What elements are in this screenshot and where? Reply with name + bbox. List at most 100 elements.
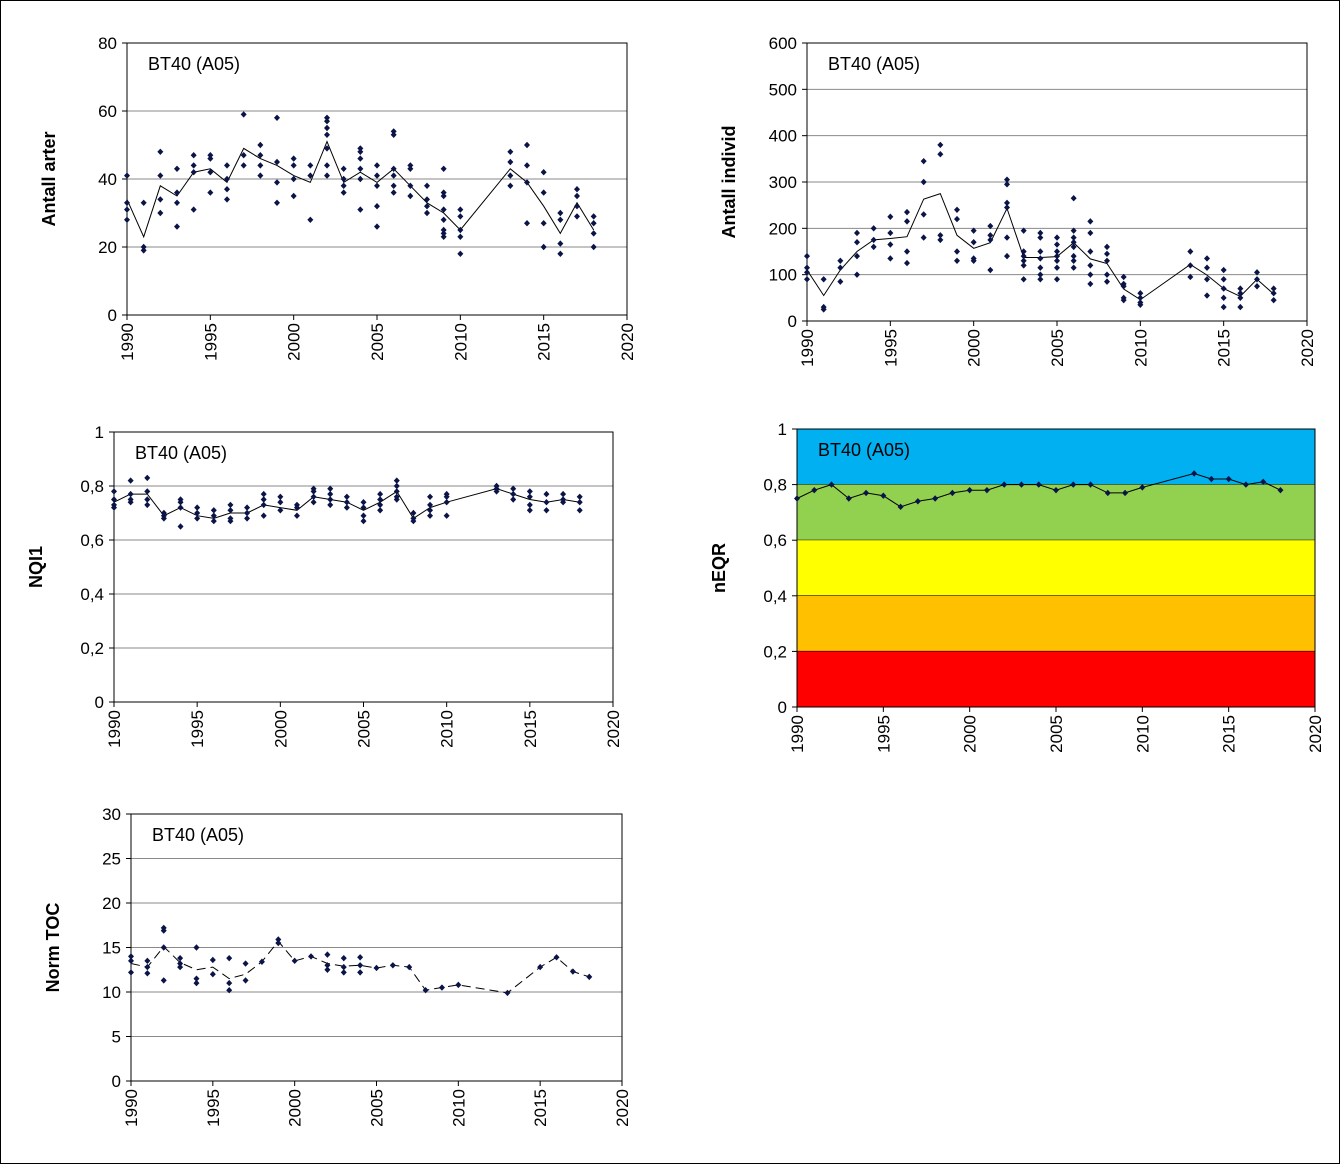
data-point <box>1054 241 1060 248</box>
data-point <box>1104 250 1110 258</box>
data-point <box>290 162 297 169</box>
data-point <box>811 486 818 494</box>
data-point <box>887 213 894 220</box>
data-point <box>440 192 447 200</box>
data-point <box>277 499 284 506</box>
data-point <box>820 306 827 313</box>
y-tick-label: 5 <box>112 1028 121 1047</box>
data-point <box>140 199 147 206</box>
data-point <box>190 162 197 169</box>
data-point <box>920 234 927 241</box>
data-point <box>1037 264 1044 271</box>
data-point <box>1137 290 1144 297</box>
data-point <box>194 515 201 522</box>
data-point <box>576 499 583 506</box>
data-point <box>242 960 249 967</box>
data-point <box>837 278 844 285</box>
data-point <box>1070 195 1077 202</box>
data-point <box>111 496 117 503</box>
station-label: BT40 (A05) <box>828 54 920 74</box>
data-point <box>537 963 544 971</box>
data-point <box>226 954 233 962</box>
x-tick-label: 2005 <box>368 323 387 361</box>
data-point <box>1004 234 1010 241</box>
data-point <box>340 165 347 172</box>
y-axis-title: NQI1 <box>26 546 46 588</box>
data-point <box>560 499 567 506</box>
x-tick-label: 1990 <box>788 715 807 753</box>
data-point <box>124 216 130 223</box>
data-point <box>557 216 564 223</box>
data-point <box>854 239 860 246</box>
data-point <box>144 488 151 495</box>
data-point <box>543 499 550 506</box>
y-tick-label: 0,4 <box>80 585 104 604</box>
data-point <box>128 957 134 965</box>
data-point <box>357 962 364 969</box>
data-point <box>124 172 130 179</box>
data-point <box>1001 481 1008 488</box>
data-point <box>1270 290 1277 297</box>
chart-1: 0 20 40 60 80 1990 1995 2000 2005 2010 2015 2020 Ant… <box>39 34 637 361</box>
data-point <box>510 496 517 503</box>
x-tick-label: 1990 <box>122 1089 141 1127</box>
data-point <box>920 157 927 165</box>
data-point <box>244 504 251 511</box>
data-point <box>260 496 267 503</box>
data-point <box>804 276 810 283</box>
data-point <box>1087 262 1094 269</box>
data-point <box>1070 227 1077 234</box>
data-point <box>1037 248 1044 255</box>
data-point <box>1208 475 1215 483</box>
data-point <box>224 186 230 193</box>
data-point <box>374 162 380 169</box>
data-point <box>324 124 330 132</box>
data-point <box>557 250 564 257</box>
x-tick-label: 1995 <box>188 710 207 748</box>
x-tick-label: 2005 <box>1047 715 1066 753</box>
data-point <box>1187 273 1194 281</box>
y-tick-label: 0 <box>788 312 797 331</box>
data-point <box>373 964 380 972</box>
data-point <box>407 162 414 169</box>
data-point <box>177 963 184 971</box>
data-point <box>357 165 364 172</box>
data-point <box>393 488 400 495</box>
station-label: BT40 (A05) <box>818 440 910 460</box>
data-point <box>157 148 164 155</box>
data-point <box>1104 243 1110 251</box>
data-point <box>438 984 445 991</box>
data-point <box>897 503 904 511</box>
data-point <box>854 271 860 278</box>
data-point <box>308 953 315 960</box>
data-point <box>557 209 564 217</box>
data-point <box>193 944 200 951</box>
class-band <box>797 651 1315 707</box>
y-tick-label: 100 <box>769 266 797 285</box>
data-point <box>457 233 464 240</box>
data-point <box>510 485 517 492</box>
chart-3: 0 0,2 0,4 0,6 0,8 1 1990 1995 2000 2005 2010 2015 20… <box>26 423 623 748</box>
data-point <box>310 499 317 506</box>
data-point <box>343 493 350 500</box>
y-tick-label: 1 <box>778 420 787 439</box>
data-point <box>157 209 164 217</box>
data-point <box>887 241 894 248</box>
data-point <box>880 492 887 499</box>
data-point <box>569 968 576 975</box>
data-point <box>987 236 994 244</box>
data-point <box>324 145 330 152</box>
x-tick-label: 2000 <box>271 710 290 748</box>
data-point <box>1191 470 1198 477</box>
data-point <box>576 493 583 500</box>
data-point <box>209 971 216 978</box>
data-point <box>1054 234 1060 241</box>
data-point <box>863 489 870 497</box>
data-point <box>307 162 314 169</box>
data-point <box>144 474 151 482</box>
data-point <box>124 206 130 213</box>
data-point <box>1037 271 1044 278</box>
data-point <box>1070 252 1077 260</box>
data-point <box>574 192 580 200</box>
